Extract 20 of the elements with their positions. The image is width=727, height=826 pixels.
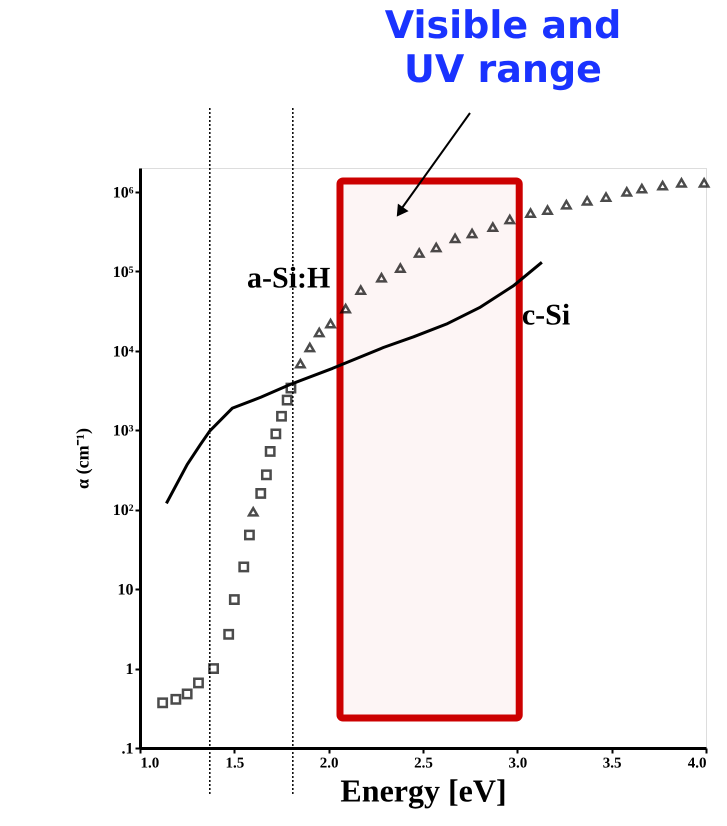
y-tick-label: 10⁵ — [112, 264, 134, 281]
x-tick-label: 3.5 — [602, 756, 622, 772]
y-axis-title: α (cm⁻¹) — [72, 428, 93, 489]
text: Visible and UV range — [384, 3, 622, 91]
x-tick-label: 1.5 — [225, 756, 244, 772]
y-tick-label: 1 — [126, 661, 134, 678]
y-tick-label: .1 — [122, 740, 134, 758]
y-tick-label: 10³ — [112, 422, 134, 440]
x-tick-label: 4.0 — [688, 756, 706, 772]
x-axis-title: Energy [eV] — [340, 772, 507, 810]
y-tick-label: 10 — [118, 582, 134, 599]
y-tick-label: 10⁶ — [112, 184, 134, 202]
x-tick-label: 2.0 — [320, 756, 339, 772]
x-tick-label: 3.0 — [508, 756, 528, 772]
series-label: c-Si — [522, 298, 570, 332]
y-tick-label: 10² — [112, 502, 134, 520]
x-tick-label: 1.0 — [140, 756, 160, 772]
series-label: a-Si:H — [247, 262, 330, 295]
x-tick-label: 2.5 — [414, 756, 433, 772]
y-tick-label: 10⁴ — [112, 343, 134, 360]
